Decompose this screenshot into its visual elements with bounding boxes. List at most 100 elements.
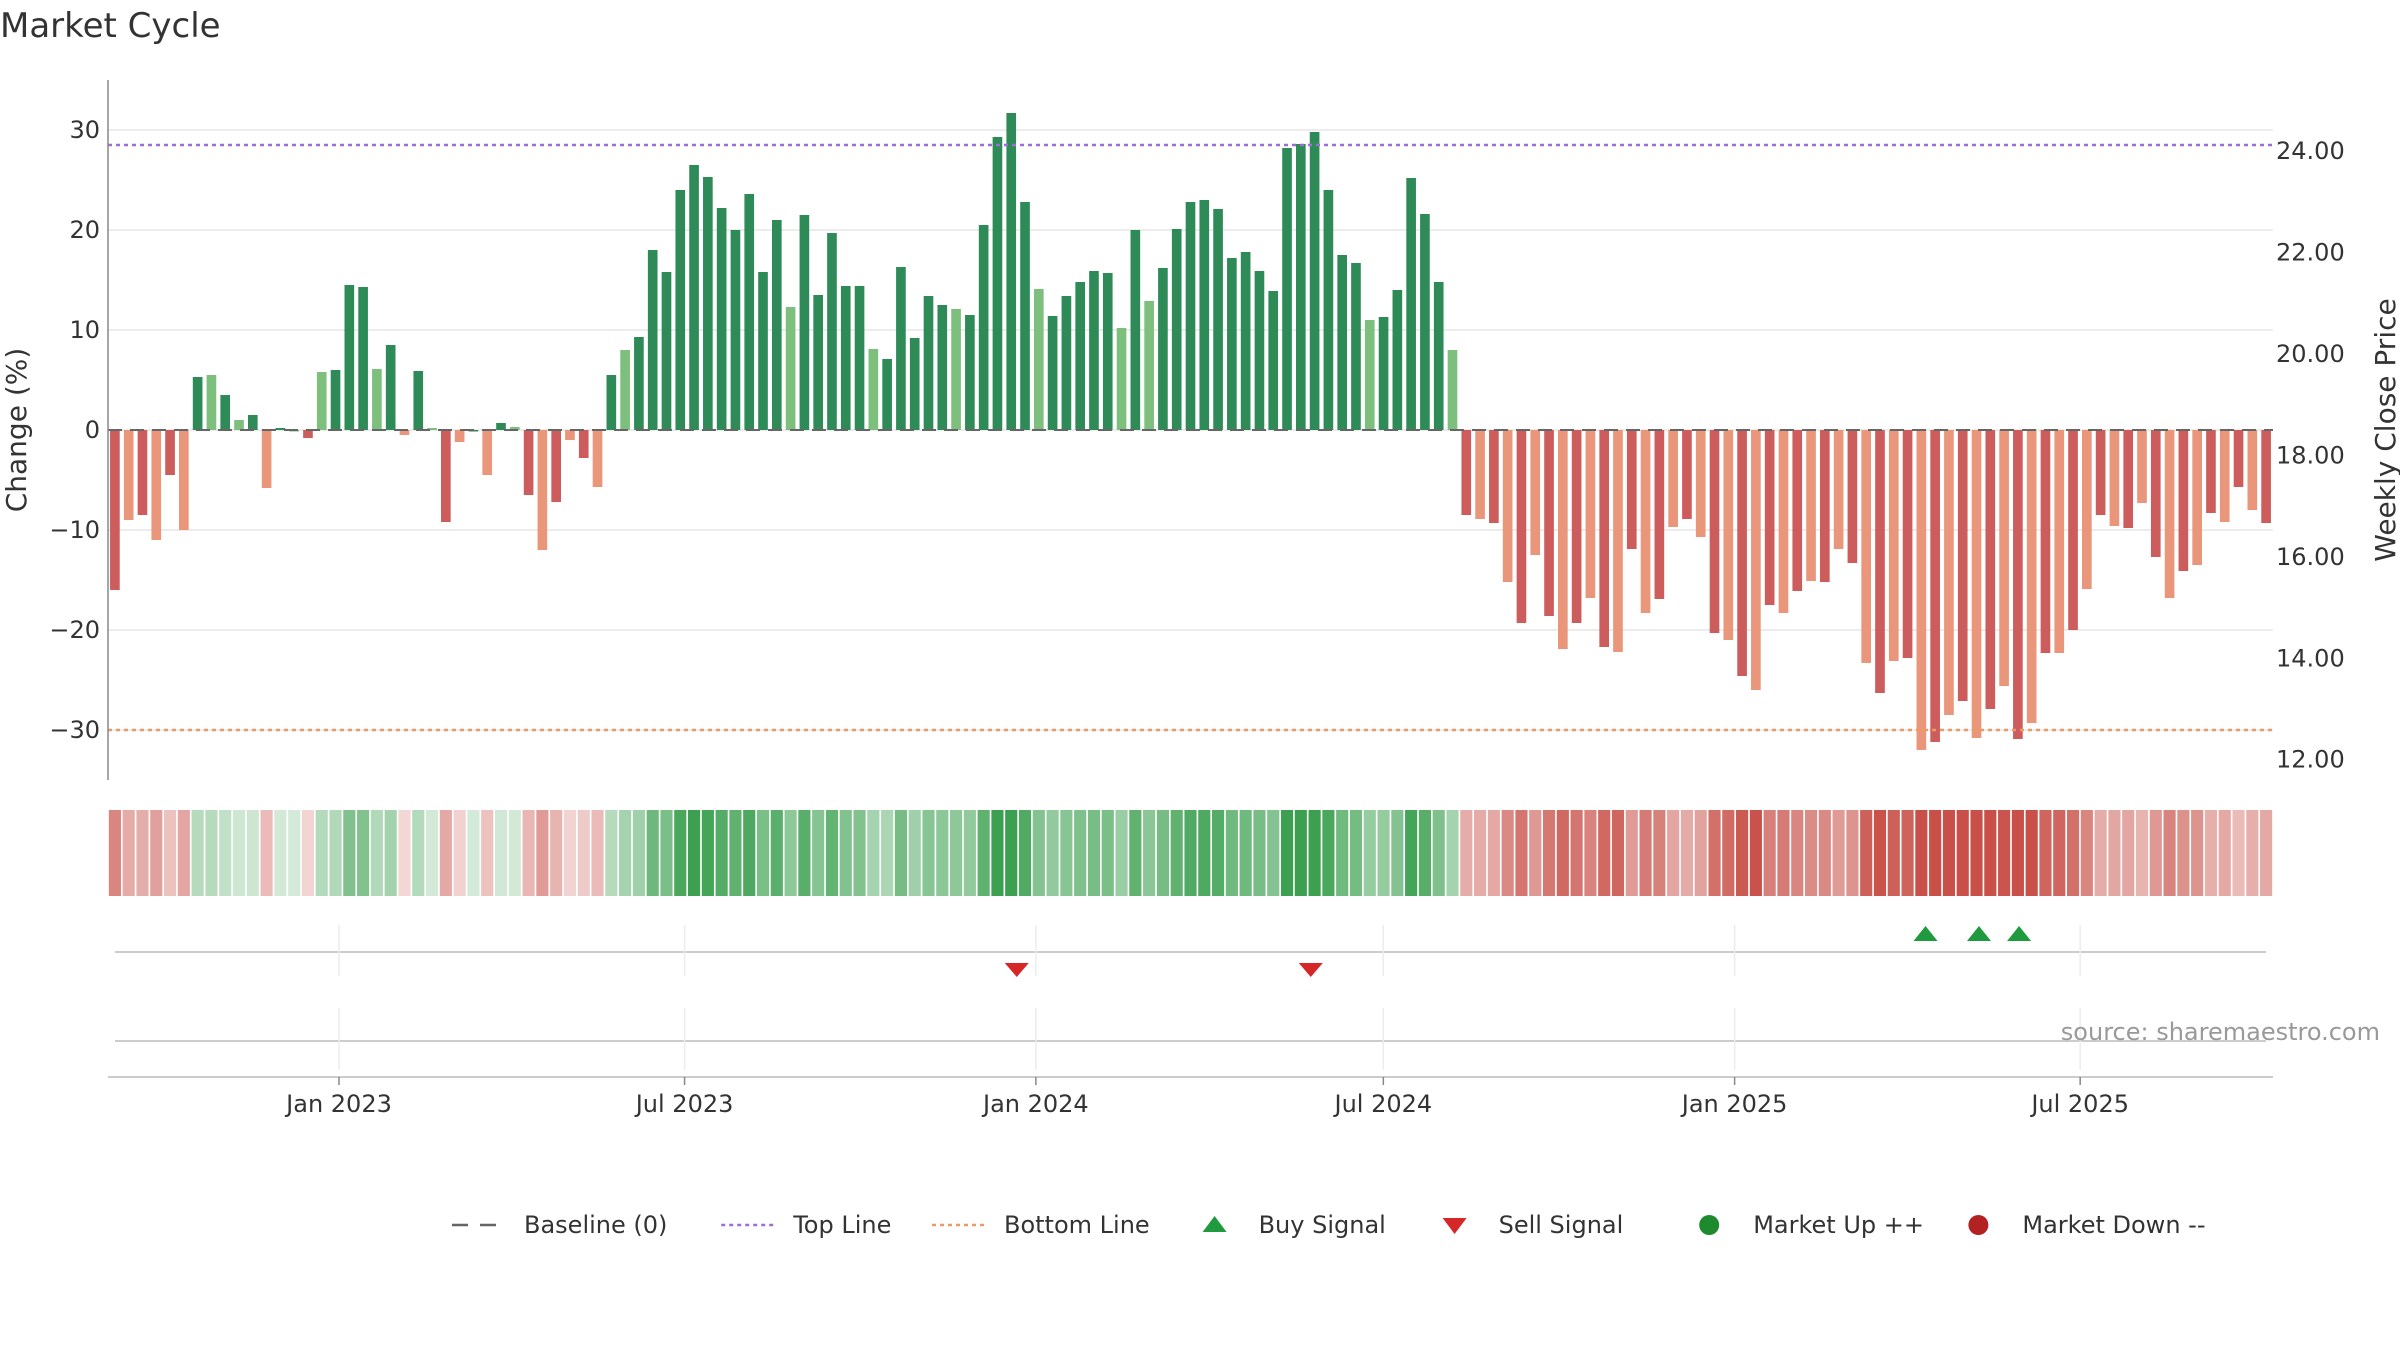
buy-signal-marker: [1966, 926, 1991, 941]
bar: [854, 286, 865, 430]
heat-cell: [1143, 810, 1156, 896]
legend-swatch: [1442, 1218, 1467, 1234]
bar: [1420, 214, 1430, 430]
bar: [2206, 430, 2216, 513]
bar: [1806, 430, 1816, 581]
heat-cell: [1970, 810, 1983, 896]
bar: [1930, 430, 1940, 742]
bar: [1888, 430, 1899, 661]
bar: [992, 137, 1003, 430]
heat-cell: [536, 810, 549, 896]
bar: [1833, 430, 1844, 549]
heat-cell: [232, 810, 246, 896]
heat-cell: [619, 810, 632, 896]
bars-layer: [110, 113, 2271, 750]
right-tick-label: 18.00: [2276, 441, 2345, 469]
heat-cell: [1749, 810, 1762, 896]
heat-cell: [2053, 810, 2066, 896]
bar: [1033, 289, 1044, 430]
heat-cell: [2149, 810, 2162, 896]
heat-cell: [246, 810, 259, 896]
bar: [1902, 430, 1913, 658]
bar: [2040, 430, 2051, 653]
legend-swatch: [1699, 1215, 1720, 1235]
bar: [1185, 202, 1196, 430]
bar: [1916, 430, 1927, 750]
heat-cell: [894, 810, 907, 896]
heat-cell: [2122, 810, 2135, 896]
bar: [1571, 430, 1582, 623]
heat-cell: [1336, 810, 1349, 896]
heat-cell: [715, 810, 728, 896]
heat-cell: [1708, 810, 1721, 896]
chart-title: Market Cycle: [0, 6, 221, 46]
bar: [937, 305, 948, 430]
bar: [565, 430, 575, 440]
heat-cell: [784, 810, 797, 896]
sell-signal-marker: [1298, 963, 1323, 977]
heat-cell: [674, 810, 687, 896]
left-tick-label: −30: [49, 716, 100, 744]
bar: [275, 428, 286, 430]
heat-cell: [1115, 810, 1128, 896]
bar: [1875, 430, 1885, 693]
heat-cell: [881, 810, 894, 896]
bar: [537, 430, 548, 550]
bar: [744, 194, 755, 430]
heat-cell: [1377, 810, 1390, 896]
heat-cell: [908, 810, 921, 896]
bar: [358, 287, 368, 430]
heat-cell: [1225, 810, 1238, 896]
heat-cell: [301, 810, 315, 896]
heat-cell: [1046, 810, 1059, 896]
left-tick-label: −20: [49, 616, 100, 644]
heat-cell: [467, 810, 480, 896]
heat-cell: [605, 810, 618, 896]
heat-cell: [646, 810, 659, 896]
heat-cell: [522, 810, 535, 896]
bar: [137, 430, 148, 515]
heat-cell: [1184, 810, 1197, 896]
bar: [2150, 430, 2161, 557]
heat-cell: [343, 810, 356, 896]
heat-cell: [425, 810, 439, 896]
heat-cell: [1804, 810, 1818, 896]
heat-cell: [1212, 810, 1225, 896]
heat-cell: [632, 810, 645, 896]
bar: [868, 349, 879, 430]
heat-cell: [1267, 810, 1280, 896]
bar: [1461, 430, 1472, 515]
heat-cell: [2080, 810, 2093, 896]
heat-cell: [494, 810, 508, 896]
heat-cell: [1639, 810, 1652, 896]
bar: [179, 430, 189, 530]
bar: [551, 430, 561, 502]
heat-cell: [1832, 810, 1845, 896]
heat-cell: [756, 810, 770, 896]
heat-cell: [2218, 810, 2231, 896]
x-axis: Jan 2023 Jul 2023 Jan 2024 Jul 2024 Jan 2025…: [108, 1076, 2273, 1118]
bar: [2068, 430, 2078, 630]
left-tick-label: 20: [69, 216, 100, 244]
heat-cell: [1584, 810, 1597, 896]
heat-cell: [2011, 810, 2024, 896]
bar: [1116, 328, 1127, 430]
heat-cell: [950, 810, 963, 896]
heat-cell: [1060, 810, 1073, 896]
heat-cell: [2066, 810, 2080, 896]
reference-lines: [108, 143, 2273, 732]
heat-cell: [508, 810, 521, 896]
bar: [1599, 430, 1610, 647]
heat-cell: [122, 810, 135, 896]
bar: [1295, 144, 1306, 430]
bar: [1199, 200, 1210, 430]
bar: [2164, 430, 2175, 598]
heat-cell: [163, 810, 177, 896]
bar: [1364, 320, 1375, 430]
heat-cell: [1570, 810, 1583, 896]
heat-cell: [812, 810, 825, 896]
bar: [799, 215, 810, 430]
bar: [1144, 301, 1154, 430]
bar: [2219, 430, 2230, 522]
